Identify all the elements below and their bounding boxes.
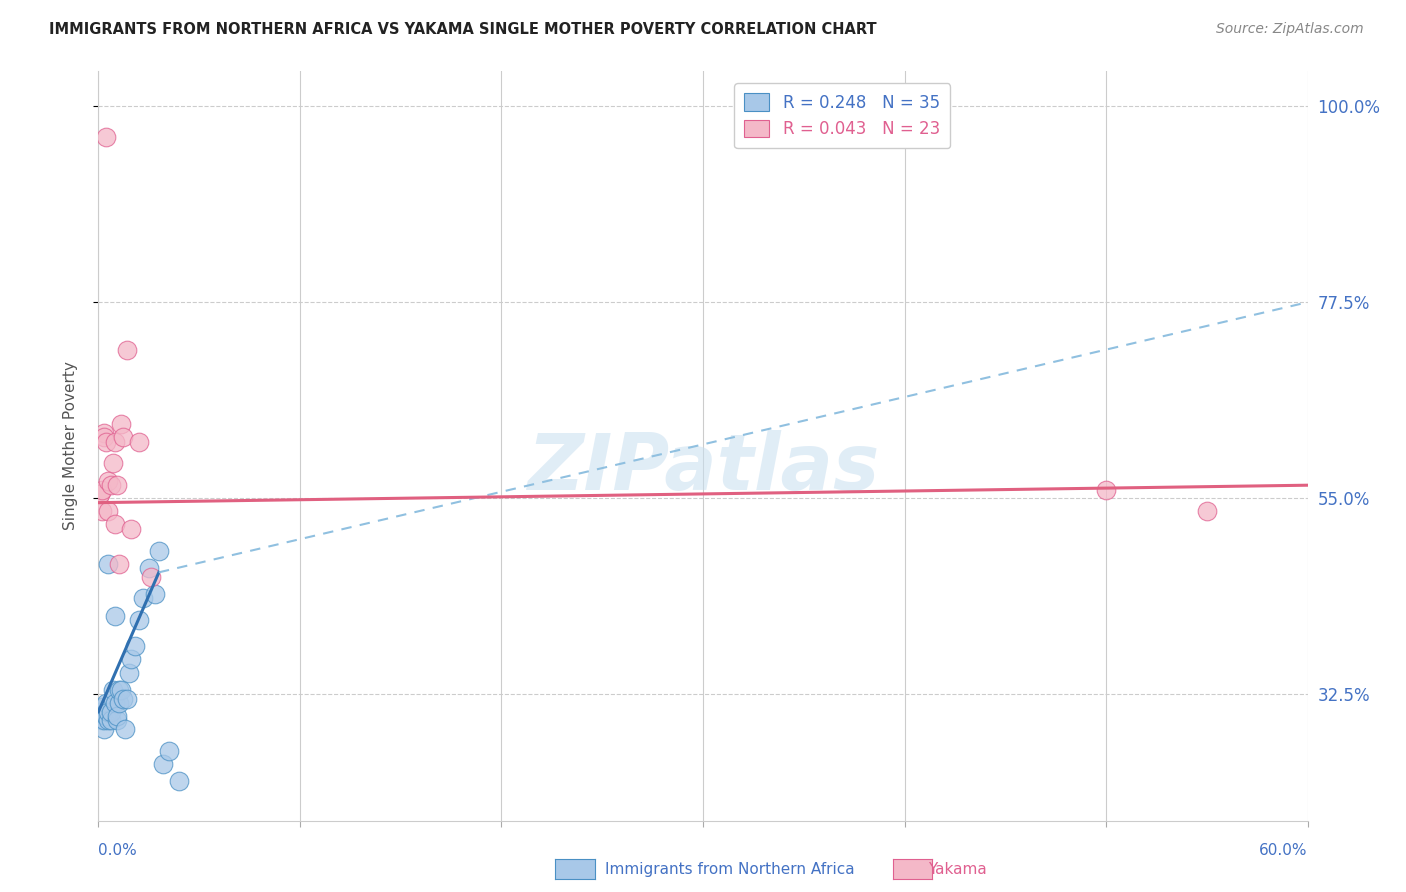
Point [118,665,141,680]
Point [100,705,122,719]
Point [91,700,114,714]
Text: 0.0%: 0.0% [98,843,138,858]
Point [100,714,122,728]
Point [138,561,160,575]
Point [120,522,142,536]
Point [97,504,120,518]
Text: 60.0%: 60.0% [1260,843,1308,858]
Point [110,417,132,432]
Point [93,425,115,440]
Point [89,487,111,501]
Point [103,608,125,623]
Point [120,652,142,666]
Point [1195,504,1218,518]
Text: Source: ZipAtlas.com: Source: ZipAtlas.com [1216,22,1364,37]
Point [103,517,125,532]
Text: ZIPatlas: ZIPatlas [527,431,879,507]
Point [96,129,118,144]
Point [111,691,134,706]
Point [143,587,166,601]
Point [167,774,190,789]
Legend: R = 0.248   N = 35, R = 0.043   N = 23: R = 0.248 N = 35, R = 0.043 N = 23 [734,84,950,148]
Point [96,434,118,449]
Point [96,696,118,710]
Point [97,705,120,719]
Point [128,434,150,449]
Point [103,434,125,449]
Point [124,640,146,654]
Text: IMMIGRANTS FROM NORTHERN AFRICA VS YAKAMA SINGLE MOTHER POVERTY CORRELATION CHAR: IMMIGRANTS FROM NORTHERN AFRICA VS YAKAM… [49,22,877,37]
Point [115,343,138,358]
Point [110,682,132,697]
Point [93,430,115,444]
Point [103,696,125,710]
Point [148,543,170,558]
Point [105,478,128,492]
Point [97,474,120,488]
Point [101,457,124,471]
Point [105,714,128,728]
Point [100,478,122,492]
Point [107,696,129,710]
Point [139,570,162,584]
Y-axis label: Single Mother Poverty: Single Mother Poverty [63,361,77,531]
Point [91,483,114,497]
Point [115,691,138,706]
Point [128,613,150,627]
Point [93,722,115,736]
Text: Immigrants from Northern Africa: Immigrants from Northern Africa [605,863,855,877]
Point [157,744,180,758]
Point [1095,483,1118,497]
Point [96,709,118,723]
Point [89,705,111,719]
Point [89,487,111,501]
Point [101,691,124,706]
Point [91,504,114,518]
Text: Yakama: Yakama [928,863,987,877]
Point [132,591,155,606]
Point [111,430,134,444]
Point [114,722,136,736]
Point [97,557,120,571]
Point [101,682,124,697]
Point [97,714,120,728]
Point [152,757,174,772]
Point [107,557,129,571]
Point [105,709,128,723]
Point [107,682,129,697]
Point [93,714,115,728]
Point [91,714,114,728]
